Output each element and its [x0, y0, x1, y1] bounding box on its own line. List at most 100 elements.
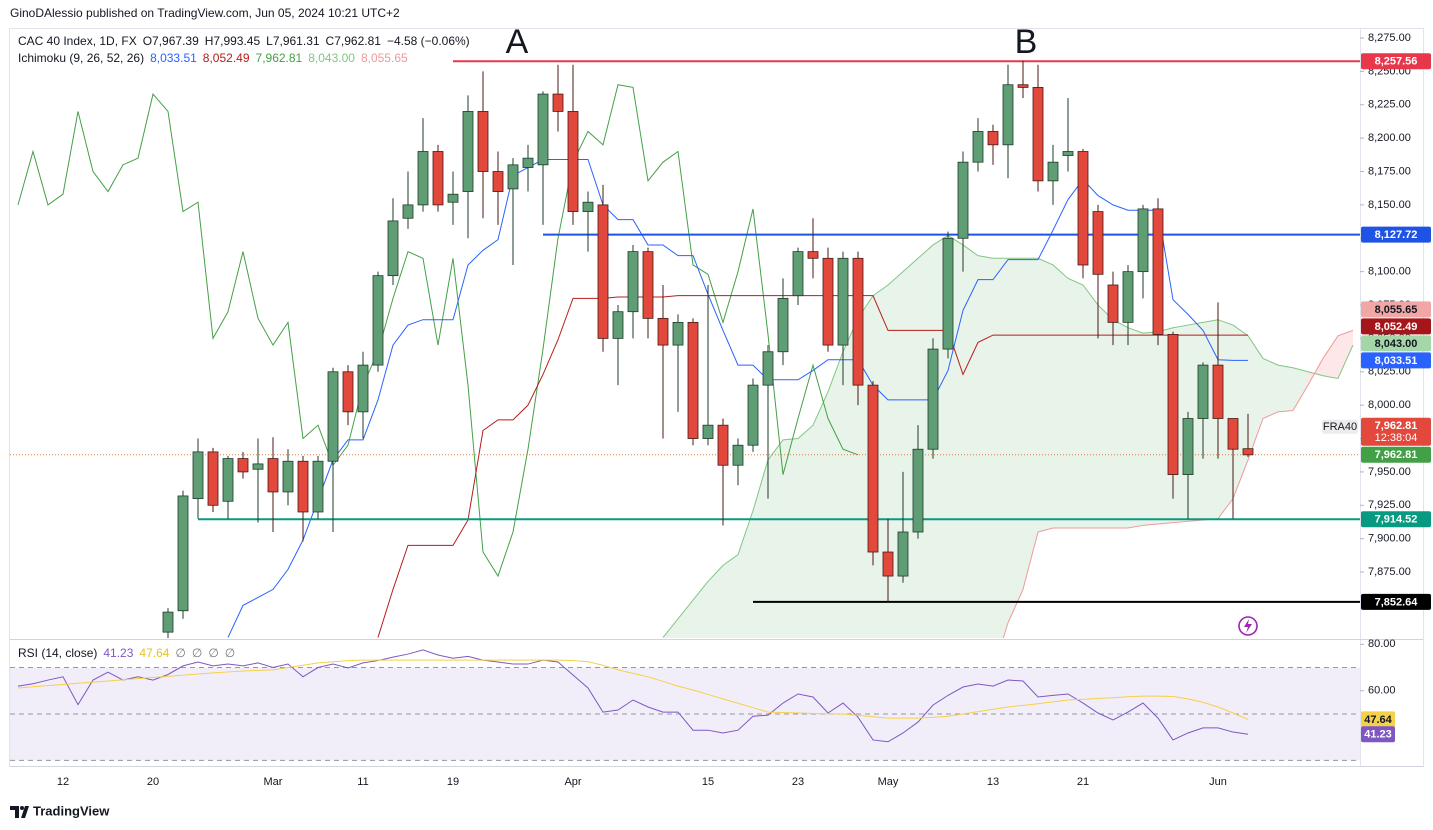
candle-body [897, 531, 909, 577]
candle-body [912, 448, 924, 533]
cloud-fill [1203, 319, 1218, 520]
candle-body [537, 93, 549, 166]
candle-body [522, 157, 534, 168]
candle-body [687, 321, 699, 439]
indicator-value: 8,033.51 [150, 51, 197, 65]
candle-body [717, 424, 729, 466]
footer-brand: TradingView [33, 803, 110, 818]
indicator-name: Ichimoku (9, 26, 52, 26) [18, 51, 144, 65]
candle-body [1122, 271, 1134, 323]
candle-body [327, 371, 339, 462]
countdown: 12:38:04 [1375, 432, 1418, 444]
cloud-fill [693, 581, 708, 638]
cloud-fill [1113, 319, 1128, 528]
candle-body [162, 611, 174, 633]
candle-body [1062, 151, 1074, 156]
candle-body [297, 460, 309, 513]
annotation: A [506, 23, 529, 61]
indicator-value: 8,055.65 [361, 51, 408, 65]
candle-body [252, 463, 264, 470]
price-tag-label: 8,033.51 [1375, 355, 1418, 367]
axes: 8,275.008,250.008,225.008,200.008,175.00… [57, 32, 1431, 788]
cloud-fill [1323, 335, 1338, 379]
legend-main: CAC 40 Index, 1D, FX O7,967.39 H7,993.45 L7… [18, 34, 470, 48]
cloud-fill [993, 258, 1008, 638]
cloud-fill [1338, 330, 1353, 379]
candle-body [1242, 448, 1254, 456]
candle-body [747, 384, 759, 446]
candle-body [582, 201, 594, 212]
cloud-fill [1263, 358, 1278, 419]
price-tag-label: 8,257.56 [1375, 56, 1418, 68]
candle-body [942, 237, 954, 350]
rsi-line [17, 649, 1249, 743]
cloud-fill [1098, 305, 1113, 528]
cloud-fill [768, 439, 783, 638]
cloud-fill [1248, 335, 1263, 460]
rsi-tag-label: 47.64 [1364, 714, 1392, 726]
x-tick-label: 23 [792, 776, 804, 788]
cloud-fill [663, 618, 678, 638]
candle-body [672, 321, 684, 346]
rsi-tag-label: 41.23 [1364, 729, 1392, 741]
rsi-value: 47.64 [139, 646, 169, 660]
y-tick-label: 7,950.00 [1368, 466, 1411, 478]
candle-body [237, 458, 249, 473]
ichimoku-lagging [17, 84, 859, 578]
cloud-fill [1278, 365, 1293, 412]
candle-body [462, 111, 474, 192]
ohlc: C7,962.81 [326, 34, 382, 48]
candle-body [552, 93, 564, 112]
cloud-fill [1053, 264, 1068, 528]
cloud-fill [888, 271, 903, 638]
candle-body [1212, 364, 1224, 419]
price-tag-label: 8,055.65 [1375, 304, 1418, 316]
price-tag-label: 7,962.81 [1375, 420, 1418, 432]
candle-body [402, 204, 414, 219]
rsi-empty: ∅ [192, 646, 202, 660]
alert-bolt [1244, 619, 1252, 633]
y-tick-label: 8,275.00 [1368, 32, 1411, 44]
candle-body [1002, 84, 1014, 146]
rsi-tag [1361, 726, 1395, 743]
rsi-pane [10, 649, 1360, 761]
candle-body [627, 251, 639, 313]
ichimoku-base [377, 295, 1248, 638]
rsi-ma-line [17, 659, 1249, 720]
candle-body [207, 451, 219, 506]
y-tick-label: 8,025.00 [1368, 366, 1411, 378]
attribution: GinoDAlessio published on TradingView.co… [10, 6, 400, 20]
candle-body [792, 251, 804, 297]
price-tag-label: 8,052.49 [1375, 321, 1418, 333]
rsi-empty: ∅ [175, 646, 185, 660]
candle-body [1032, 87, 1044, 182]
cloud-fill [963, 244, 978, 638]
candle-body [1092, 211, 1104, 275]
candle-body [387, 220, 399, 277]
cloud-fill [678, 600, 693, 638]
x-tick-label: Mar [264, 776, 283, 788]
y-tick-label: 60.00 [1368, 685, 1396, 697]
rsi-value: 41.23 [103, 646, 133, 660]
candle-body [1137, 208, 1149, 273]
y-tick-label: 7,900.00 [1368, 533, 1411, 545]
cloud-fill [978, 255, 993, 638]
logo-dot [20, 806, 24, 810]
candle-body [447, 193, 459, 203]
price-tag [1361, 226, 1431, 243]
candle-body [492, 171, 504, 192]
candle-body [822, 257, 834, 346]
ichimoku-span-a [662, 235, 1354, 638]
price-tag-label: 8,043.00 [1375, 338, 1418, 350]
candle-body [372, 275, 384, 366]
legend-rsi: RSI (14, close) 41.23 47.64 ∅ ∅ ∅ ∅ [18, 646, 235, 660]
price-tag [1361, 335, 1431, 352]
main-pane [10, 60, 1360, 638]
alert-icon[interactable] [1238, 616, 1258, 636]
cloud-fill [753, 459, 768, 638]
logo-mark [10, 806, 29, 818]
rsi-empty: ∅ [225, 646, 235, 660]
rsi-tag [1361, 711, 1395, 728]
candle-body [972, 131, 984, 163]
y-tick-label: 8,175.00 [1368, 165, 1411, 177]
